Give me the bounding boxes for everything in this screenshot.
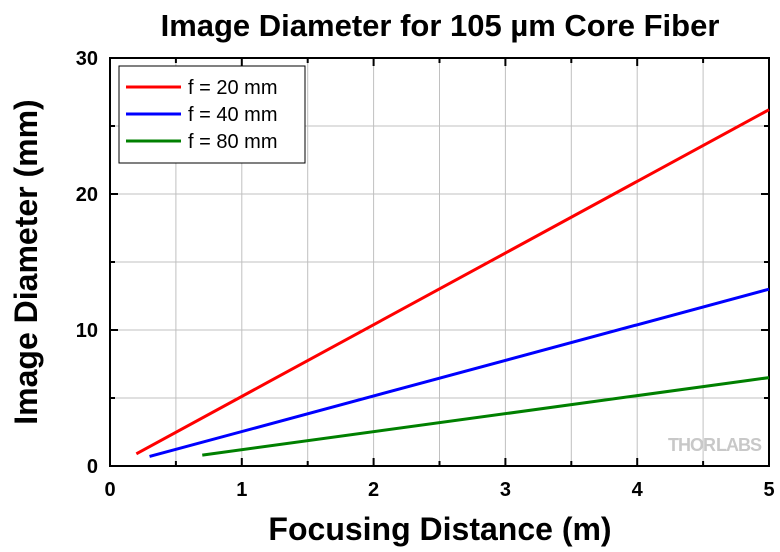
series-line-3 — [202, 376, 770, 457]
thorlabs-watermark-logo: THOR LABS — [668, 435, 763, 455]
x-tick-label: 1 — [236, 479, 247, 501]
watermark-text-left: THOR — [668, 435, 716, 455]
x-tick-label: 0 — [104, 479, 115, 501]
series-lines — [135, 108, 770, 458]
x-tick-label: 4 — [632, 479, 644, 501]
x-axis-label: Focusing Distance (m) — [268, 511, 611, 547]
ticks — [109, 57, 770, 467]
legend-label-f40: f = 40 mm — [188, 104, 277, 126]
legend: f = 20 mm f = 40 mm f = 80 mm — [118, 65, 306, 164]
legend-label-f80: f = 80 mm — [188, 131, 277, 153]
chart-title: Image Diameter for 105 µm Core Fiber — [161, 8, 720, 43]
series-line-2 — [149, 287, 770, 458]
x-tick-label: 2 — [368, 479, 379, 501]
series-line-1 — [135, 108, 770, 456]
y-tick-label: 0 — [87, 456, 98, 478]
tick-labels: 0 1 2 3 4 5 0 10 20 30 — [76, 48, 775, 501]
y-tick-label: 20 — [76, 184, 98, 206]
y-axis-label: Image Diameter (mm) — [8, 99, 44, 424]
y-tick-label: 30 — [76, 48, 98, 70]
watermark-text-right: LABS — [716, 435, 762, 455]
grid — [110, 58, 769, 466]
y-tick-label: 10 — [76, 320, 98, 342]
x-tick-label: 3 — [500, 479, 511, 501]
x-tick-label: 5 — [763, 479, 774, 501]
legend-label-f20: f = 20 mm — [188, 77, 277, 99]
